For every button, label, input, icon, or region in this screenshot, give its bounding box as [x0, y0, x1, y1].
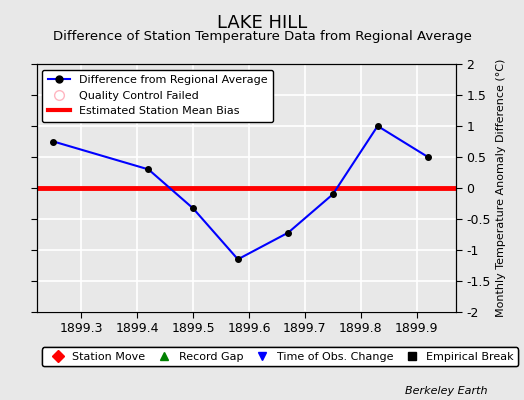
Text: Difference of Station Temperature Data from Regional Average: Difference of Station Temperature Data f…: [52, 30, 472, 43]
Y-axis label: Monthly Temperature Anomaly Difference (°C): Monthly Temperature Anomaly Difference (…: [496, 59, 506, 317]
Text: LAKE HILL: LAKE HILL: [217, 14, 307, 32]
Text: Berkeley Earth: Berkeley Earth: [405, 386, 487, 396]
Legend: Station Move, Record Gap, Time of Obs. Change, Empirical Break: Station Move, Record Gap, Time of Obs. C…: [42, 347, 518, 366]
